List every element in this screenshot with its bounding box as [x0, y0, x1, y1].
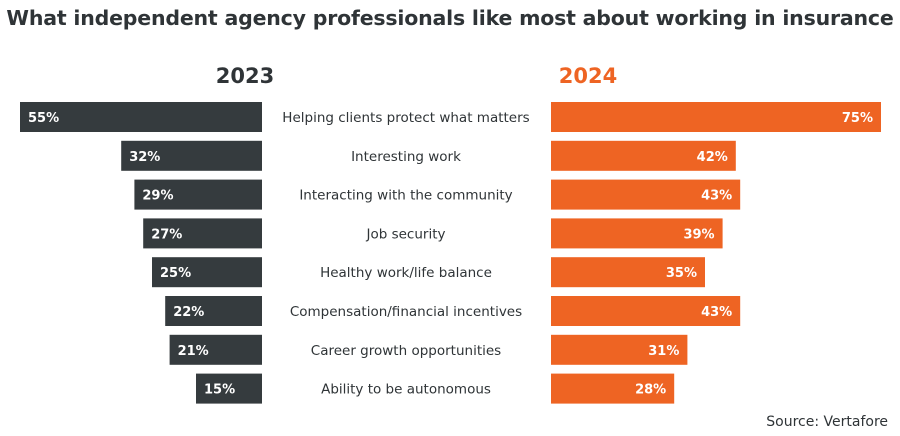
bar-2024 [551, 179, 741, 210]
category-label: Interacting with the community [299, 188, 512, 204]
category-label: Career growth opportunities [311, 343, 501, 359]
data-label-2024: 75% [842, 111, 873, 126]
data-label-2023: 25% [160, 266, 191, 281]
category-label: Compensation/financial incentives [290, 304, 522, 320]
data-label-2023: 21% [178, 344, 209, 359]
data-label-2023: 15% [204, 383, 235, 398]
bar-2024 [551, 140, 736, 171]
category-label: Helping clients protect what matters [282, 110, 529, 126]
bar-2024 [551, 334, 688, 365]
data-label-2024: 39% [683, 227, 714, 242]
category-label: Interesting work [351, 149, 461, 165]
data-label-2023: 27% [151, 227, 182, 242]
data-label-2024: 42% [697, 150, 728, 165]
data-label-2023: 55% [28, 111, 59, 126]
category-label: Ability to be autonomous [321, 382, 491, 398]
bar-2024 [551, 373, 675, 404]
bar-2023 [152, 257, 262, 288]
bar-2023 [143, 218, 262, 249]
bar-2024 [551, 218, 723, 249]
series-header-2023: 2023 [216, 64, 274, 88]
data-label-2024: 31% [648, 344, 679, 359]
category-label: Healthy work/life balance [320, 265, 492, 281]
bar-2023 [121, 140, 262, 171]
data-label-2024: 28% [635, 383, 666, 398]
data-label-2024: 43% [701, 305, 732, 320]
bar-2024 [551, 296, 741, 326]
bar-2023 [196, 373, 262, 404]
data-label-2023: 32% [129, 150, 160, 165]
bar-2024 [551, 102, 881, 132]
category-label: Job security [365, 226, 445, 242]
data-label-2024: 35% [666, 266, 697, 281]
bar-2023 [169, 334, 262, 365]
source-note: Source: Vertafore [766, 414, 888, 430]
data-label-2024: 43% [701, 189, 732, 204]
bar-2024 [551, 257, 705, 288]
data-label-2023: 22% [173, 305, 204, 320]
data-label-2023: 29% [142, 189, 173, 204]
series-header-2024: 2024 [559, 64, 617, 88]
bar-2023 [20, 102, 262, 132]
bar-2023 [134, 179, 262, 210]
bar-2023 [165, 296, 262, 326]
chart-title: What independent agency professionals li… [6, 6, 894, 30]
